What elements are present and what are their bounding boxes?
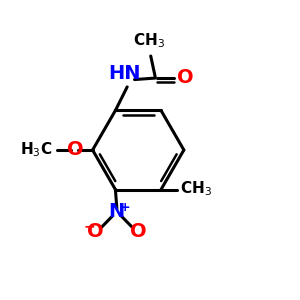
Text: CH$_3$: CH$_3$ bbox=[133, 32, 165, 50]
Text: HN: HN bbox=[108, 64, 140, 83]
Text: H$_3$C: H$_3$C bbox=[20, 140, 53, 159]
Text: +: + bbox=[120, 201, 130, 214]
Text: N: N bbox=[109, 202, 125, 221]
Text: O: O bbox=[177, 68, 194, 87]
Text: O: O bbox=[130, 222, 146, 241]
Text: CH$_3$: CH$_3$ bbox=[180, 180, 212, 198]
Text: O: O bbox=[67, 140, 83, 159]
Text: O: O bbox=[87, 222, 104, 241]
Text: −: − bbox=[84, 219, 96, 233]
